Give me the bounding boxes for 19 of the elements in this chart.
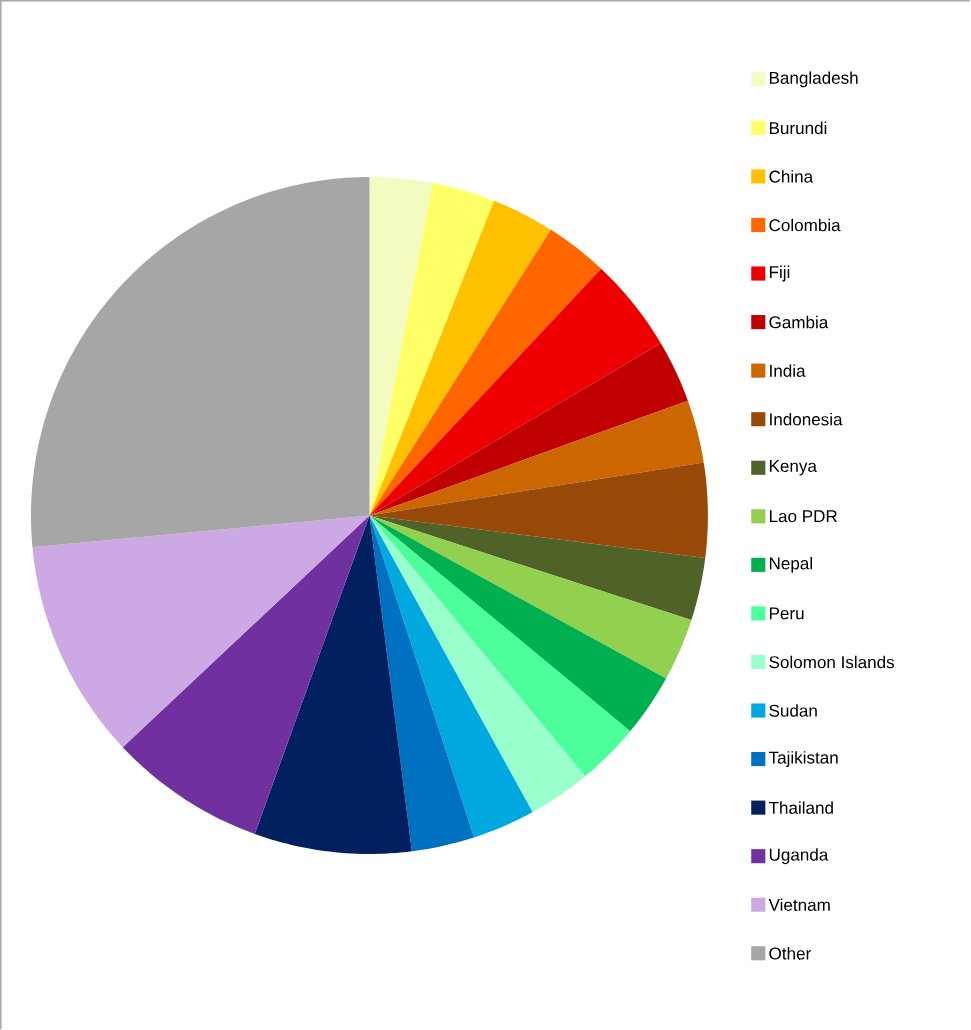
legend-label: Other	[769, 947, 812, 960]
legend-label: Lao PDR	[770, 510, 838, 523]
legend-label: Thailand	[769, 801, 834, 814]
legend-label: Peru	[770, 607, 804, 620]
legend-label: Sudan	[769, 704, 817, 717]
legend-label: Colombia	[769, 218, 841, 232]
legend-label: India	[770, 364, 806, 377]
legend-label: Fiji	[770, 265, 790, 282]
legend-label: Uganda	[770, 848, 829, 865]
legend-label: Vietnam	[768, 898, 830, 911]
legend-label: Nepal	[770, 556, 813, 573]
legend-label: Gambia	[769, 315, 829, 329]
legend-label: China	[769, 170, 814, 183]
legend-label: Indonesia	[770, 412, 843, 426]
legend-label: Bangladesh	[770, 71, 858, 88]
legend-label: Burundi	[770, 121, 827, 135]
legend-label: Kenya	[770, 460, 818, 476]
legend-label: Solomon Islands	[769, 655, 895, 669]
legend-label: Tajikistan	[769, 751, 838, 768]
